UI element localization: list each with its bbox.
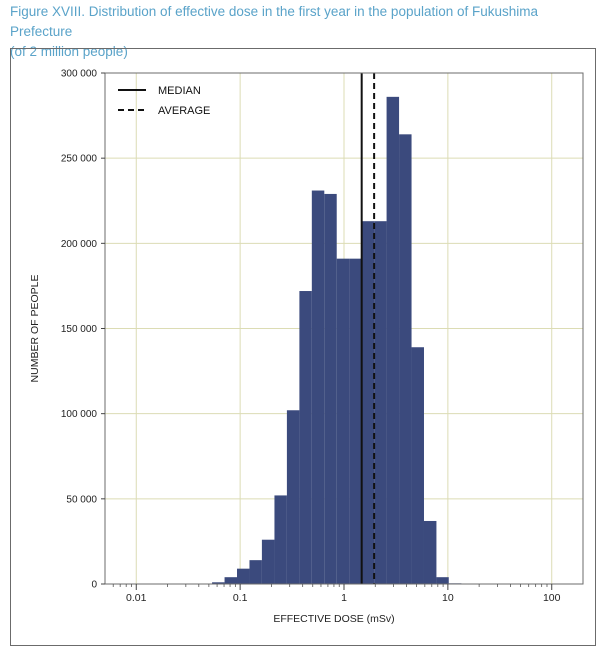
histogram-bar-7 xyxy=(299,291,312,584)
x-axis-label: EFFECTIVE DOSE (mSv) xyxy=(273,613,394,625)
chart-frame xyxy=(10,48,596,646)
y-tick-label-4: 200 000 xyxy=(61,239,98,250)
legend-median-label: MEDIAN xyxy=(158,85,201,97)
legend: MEDIAN AVERAGE xyxy=(118,85,210,117)
histogram-bar-12 xyxy=(361,221,375,584)
histogram-bar-16 xyxy=(411,347,424,584)
y-tick-label-1: 50 000 xyxy=(66,494,97,505)
y-tick-label-5: 250 000 xyxy=(61,154,98,165)
y-tick-label-3: 150 000 xyxy=(61,324,98,335)
caption-line-1: Figure XVIII. Distribution of effective … xyxy=(10,4,539,39)
histogram-bar-1 xyxy=(224,577,238,584)
histogram-bar-4 xyxy=(261,539,275,584)
y-tick-label-0: 0 xyxy=(91,580,97,591)
histogram-bar-0 xyxy=(212,582,225,584)
x-tick-label-3: 10 xyxy=(442,592,454,604)
histogram-bar-10 xyxy=(336,258,350,584)
caption-line-2: (of 2 million people) xyxy=(10,44,128,59)
x-tick-labels: 0.01 0.1 1 10 100 xyxy=(126,584,561,604)
x-tick-label-2: 1 xyxy=(341,592,347,604)
reference-lines xyxy=(360,73,376,584)
y-tick-label-6: 300 000 xyxy=(61,69,98,80)
histogram-bar-15 xyxy=(399,134,412,584)
x-tick-label-1: 0.1 xyxy=(233,592,248,604)
x-minor-ticks xyxy=(112,584,548,587)
histogram-bar-11 xyxy=(349,258,362,584)
y-axis-label: NUMBER OF PEOPLE xyxy=(29,275,41,383)
histogram-bar-3 xyxy=(249,560,262,584)
histogram-bar-17 xyxy=(423,520,437,584)
histogram-bar-2 xyxy=(237,568,250,584)
y-tick-labels: 0 50 000 100 000 150 000 200 000 250 000 300 0… xyxy=(61,69,105,591)
histogram-bar-6 xyxy=(286,410,300,584)
legend-average-label: AVERAGE xyxy=(158,105,210,117)
histogram-bar-18 xyxy=(436,577,449,584)
x-tick-label-4: 100 xyxy=(543,592,561,604)
y-tick-label-2: 100 000 xyxy=(61,409,98,420)
x-tick-label-0: 0.01 xyxy=(126,592,147,604)
histogram-bar-14 xyxy=(386,96,400,584)
bar-layer xyxy=(212,96,462,585)
histogram-bar-9 xyxy=(324,193,337,585)
histogram-bar-5 xyxy=(274,495,287,584)
histogram-bar-13 xyxy=(374,221,387,584)
histogram-bar-8 xyxy=(311,190,325,584)
figure-caption: Figure XVIII. Distribution of effective … xyxy=(10,2,600,62)
